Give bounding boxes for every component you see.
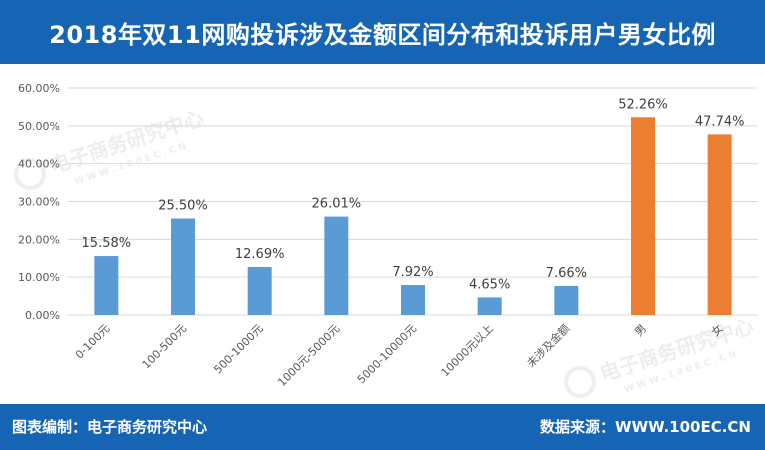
bar: [554, 286, 579, 315]
y-tick-label: 40.00%: [18, 158, 60, 171]
y-axis-ticks: 0.00% 10.00% 20.00% 30.00% 40.00% 50.00% 60.00…: [18, 82, 60, 322]
x-tick-label: 未涉及金额: [524, 321, 573, 370]
x-tick-label: 100-500元: [140, 322, 189, 371]
y-tick-label: 20.00%: [18, 233, 60, 246]
bar: [707, 134, 732, 315]
data-label: 47.74%: [695, 114, 745, 129]
x-tick-label: 500-1000元: [211, 322, 265, 376]
data-source: 数据来源：WWW.100EC.CN: [540, 418, 751, 436]
bar-chart: 电子商务研究中心 W W W . 1 0 0 E C . C N 电子商务研究中…: [14, 82, 758, 398]
y-tick-label: 10.00%: [18, 271, 60, 284]
chart-title: 2018年双11网购投诉涉及金额区间分布和投诉用户男女比例: [49, 20, 716, 49]
bar: [324, 216, 349, 315]
chart-area: 电子商务研究中心 W W W . 1 0 0 E C . C N 电子商务研究中…: [0, 64, 765, 404]
bar: [477, 297, 502, 315]
footer-bar: 图表编制：电子商务研究中心 数据来源：WWW.100EC.CN: [0, 404, 765, 450]
y-tick-label: 50.00%: [18, 120, 60, 133]
data-label: 4.65%: [469, 277, 510, 292]
x-tick-label: 1000元-5000元: [275, 322, 342, 389]
data-label: 7.66%: [546, 266, 587, 281]
data-label: 25.50%: [158, 199, 208, 214]
producer-credit: 图表编制：电子商务研究中心: [12, 418, 208, 436]
data-labels: 15.58% 25.50% 12.69% 26.01% 7.92% 4.65% 7.66% 5…: [82, 97, 745, 292]
data-label: 12.69%: [235, 247, 285, 262]
data-label: 26.01%: [312, 197, 362, 212]
y-tick-label: 60.00%: [18, 82, 60, 95]
data-label: 15.58%: [82, 236, 132, 251]
data-label: 52.26%: [618, 97, 668, 112]
x-tick-label: 男: [632, 322, 649, 339]
bar: [94, 256, 119, 315]
x-tick-label: 0-100元: [73, 322, 113, 362]
x-tick-label: 10000元以上: [439, 322, 496, 379]
data-label: 7.92%: [392, 265, 433, 280]
x-tick-label: 5000-10000元: [355, 322, 419, 386]
header-bar: 2018年双11网购投诉涉及金额区间分布和投诉用户男女比例: [0, 0, 765, 64]
bar: [247, 266, 272, 315]
bar: [401, 285, 425, 315]
bar: [171, 218, 195, 315]
y-tick-label: 30.00%: [18, 196, 60, 209]
bars: [94, 117, 732, 315]
y-tick-label: 0.00%: [25, 309, 60, 322]
bar: [631, 117, 655, 315]
